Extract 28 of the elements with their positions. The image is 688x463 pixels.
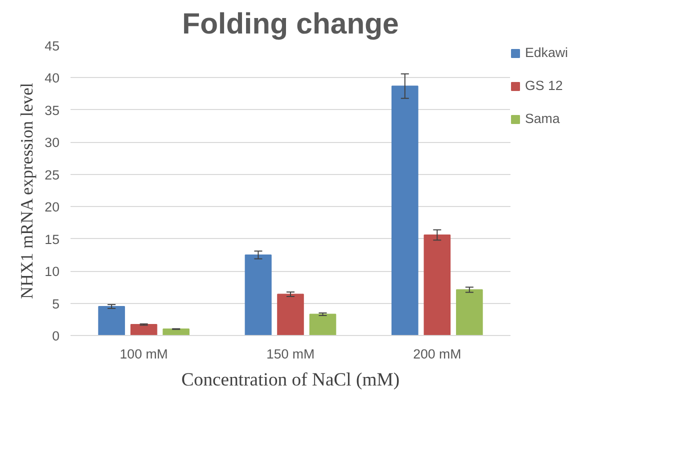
y-tick-label: 40 (44, 70, 60, 86)
y-tick-label: 5 (52, 296, 60, 312)
x-tick-label: 200 mM (413, 346, 462, 362)
chart-title: Folding change (182, 8, 399, 40)
bar (162, 328, 190, 336)
bar (456, 289, 483, 336)
bar (309, 314, 336, 336)
bar (277, 294, 304, 336)
y-tick-label: 0 (52, 328, 60, 344)
bar (424, 234, 451, 336)
bar (244, 254, 272, 336)
y-tick-label: 10 (44, 264, 60, 280)
x-tick-label: 100 mM (120, 346, 168, 362)
legend-label: GS 12 (525, 78, 563, 93)
legend-label: Sama (525, 111, 560, 126)
y-tick-label: 30 (44, 135, 60, 150)
y-tick-label: 25 (44, 167, 60, 182)
y-tick-label: 20 (44, 200, 60, 215)
bar (98, 306, 125, 336)
bar (391, 86, 418, 336)
bar (130, 324, 158, 336)
y-tick-label: 45 (44, 38, 60, 54)
y-tick-label: 15 (44, 232, 60, 247)
y-tick-label: 35 (44, 102, 60, 118)
x-tick-label: 150 mM (266, 346, 315, 362)
y-axis-title: NHX1 mRNA expression level (18, 82, 37, 300)
legend-label: Edkawi (525, 45, 568, 60)
x-axis-title: Concentration of NaCl (mM) (181, 370, 400, 390)
